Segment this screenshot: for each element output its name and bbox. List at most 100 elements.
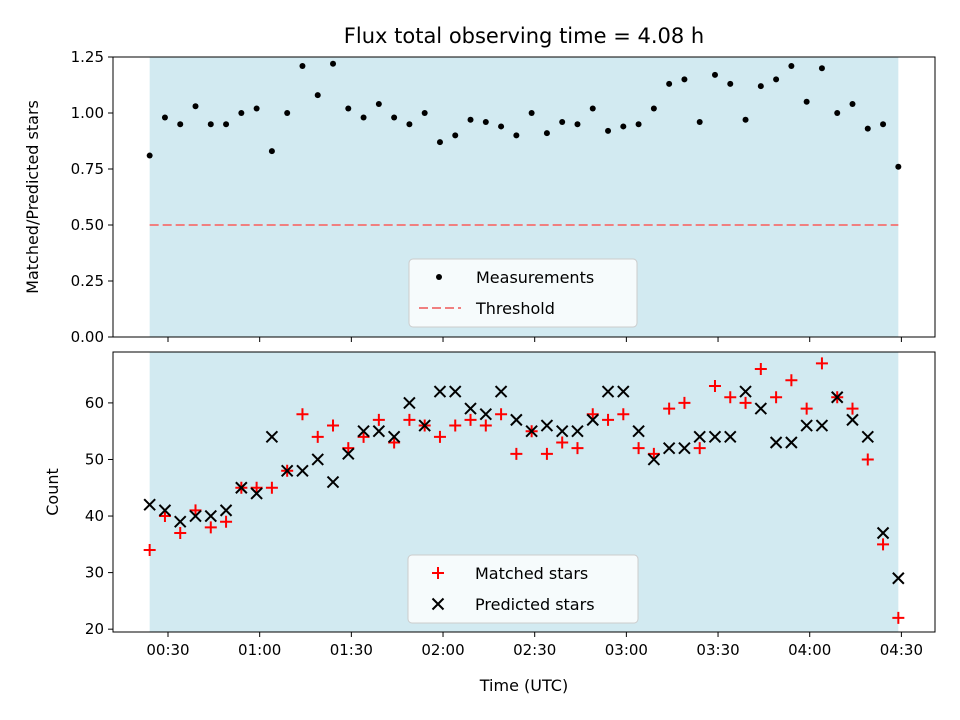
x-tick-label: 02:00	[421, 641, 464, 659]
predicted-star-point	[143, 498, 156, 511]
measurement-point	[543, 130, 550, 137]
matched-star-point	[632, 442, 645, 455]
predicted-star-point	[265, 430, 279, 444]
matched-star-point	[602, 413, 615, 426]
measurement-point	[452, 132, 459, 139]
matched-star-point	[372, 413, 385, 426]
x-tick-label: 01:30	[330, 641, 373, 659]
matched-star-point	[815, 357, 828, 370]
measurement-point	[406, 121, 413, 128]
predicted-star-point	[219, 504, 233, 517]
predicted-star-point	[815, 419, 829, 432]
measurement-point	[635, 121, 642, 128]
matched-star-point	[678, 396, 691, 409]
measurement-point	[330, 60, 337, 67]
legend-label: Threshold	[475, 299, 555, 318]
top-panel: 0.00 0.25 0.50 0.75 1.00 1.25 Measurements Thre…	[71, 48, 936, 346]
measurement-point	[177, 121, 184, 128]
measurement-point	[559, 118, 566, 125]
measurement-point	[207, 121, 214, 128]
y-tick-label: 1.00	[71, 104, 104, 122]
matched-star-point	[739, 396, 752, 409]
matched-star-point	[250, 481, 263, 494]
legend-box	[407, 554, 639, 624]
predicted-star-point	[708, 430, 722, 444]
matched-star-point	[464, 413, 477, 426]
measurement-point	[589, 105, 596, 112]
predicted-star-point	[158, 504, 172, 517]
measurement-point	[711, 71, 718, 78]
measurement-point	[482, 118, 489, 125]
legend-box	[408, 258, 638, 328]
predicted-star-point	[418, 419, 431, 432]
axes-frame	[112, 351, 936, 633]
y-tick-label: 40	[85, 507, 104, 525]
measurement-point	[223, 121, 230, 128]
predicted-star-point	[326, 475, 340, 489]
predicted-star-point	[662, 441, 676, 455]
y-tick-label: 60	[85, 394, 104, 412]
measurement-point	[849, 101, 856, 108]
predicted-star-point	[724, 430, 737, 444]
measurement-point	[146, 152, 153, 159]
matched-star-point	[220, 515, 233, 528]
predicted-star-point	[296, 464, 309, 477]
measurement-point	[757, 83, 764, 90]
predicted-star-point	[769, 436, 783, 449]
predicted-star-point	[601, 385, 615, 398]
y-tick-label: 0.00	[71, 328, 104, 346]
predicted-star-point	[846, 413, 859, 427]
predicted-star-point	[464, 402, 477, 415]
y-tick-label: 50	[85, 450, 104, 468]
measurement-point	[284, 110, 291, 116]
measurement-point	[650, 105, 657, 112]
matched-star-point	[800, 402, 813, 415]
x-tick-label: 00:30	[146, 641, 189, 659]
matched-star-point	[327, 419, 340, 432]
predicted-star-point	[892, 572, 905, 585]
y-tick-label: 1.25	[71, 48, 104, 66]
predicted-star-point	[204, 509, 217, 523]
matched-star-point	[510, 447, 523, 460]
measurement-point	[436, 139, 443, 146]
measurement-point	[528, 110, 535, 116]
predicted-star-point	[754, 402, 768, 415]
predicted-star-point	[876, 526, 890, 540]
matched-star-point	[265, 481, 278, 494]
x-axis-label: Time (UTC)	[479, 676, 568, 695]
measurement-point	[620, 123, 627, 130]
measurement-point	[727, 80, 734, 87]
matched-star-point	[877, 538, 890, 551]
predicted-star-point	[280, 464, 294, 477]
matched-star-point	[403, 413, 416, 426]
matched-star-point	[846, 402, 859, 415]
matched-star-point	[770, 391, 783, 404]
legend-marker-matched	[432, 567, 444, 579]
matched-star-point	[296, 408, 309, 421]
predicted-star-point	[586, 413, 599, 427]
predicted-star-point	[433, 385, 447, 398]
measurement-point	[834, 110, 841, 116]
matched-star-point	[449, 419, 462, 432]
predicted-star-point	[372, 424, 386, 438]
matched-star-point	[647, 447, 660, 460]
predicted-star-point	[800, 419, 813, 432]
matched-star-point	[586, 408, 599, 421]
predicted-star-point	[555, 424, 569, 438]
x-tick-label: 03:30	[696, 641, 739, 659]
x-tick-label: 02:30	[513, 641, 556, 659]
y-tick-label: 0.50	[71, 216, 104, 234]
measurement-point	[742, 116, 749, 123]
y-tick-label: 0.75	[71, 160, 104, 178]
predicted-star-point	[831, 391, 844, 404]
matched-star-point	[495, 408, 508, 421]
axes-frame	[112, 56, 936, 338]
legend-marker-measurements	[436, 274, 442, 280]
predicted-star-point	[479, 408, 493, 421]
predicted-star-point	[174, 515, 187, 528]
predicted-star-point	[311, 453, 324, 466]
measurement-point	[375, 101, 382, 108]
x-tick-label: 04:00	[788, 641, 831, 659]
matched-star-point	[357, 430, 370, 443]
measurement-point	[773, 76, 780, 83]
